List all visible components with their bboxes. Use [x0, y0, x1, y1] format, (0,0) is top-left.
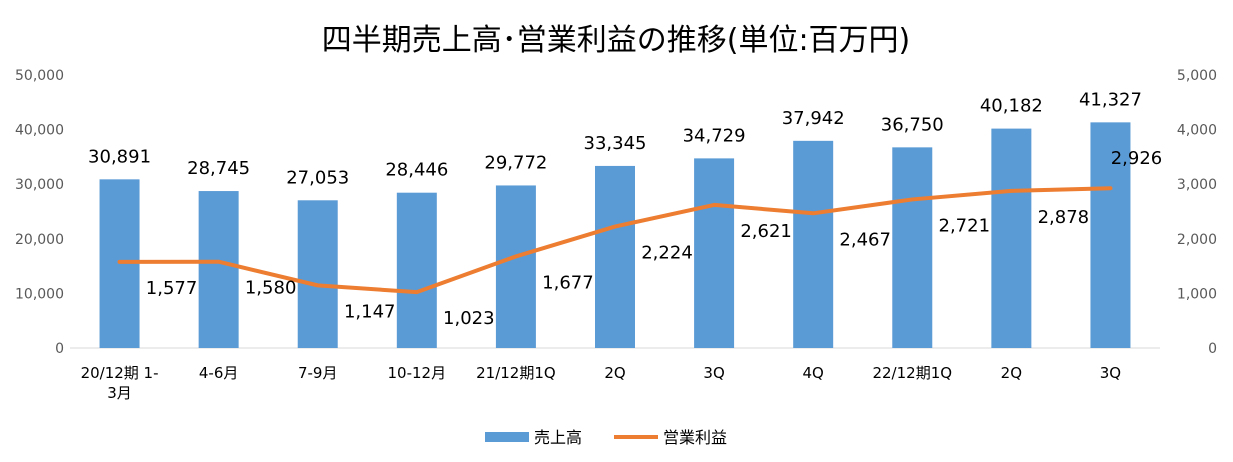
y-left-tick-label: 20,000 — [15, 232, 64, 248]
bar-data-label: 36,750 — [881, 114, 944, 135]
line-data-label: 2,878 — [1038, 207, 1090, 228]
x-tick-label: 7-9月 — [298, 364, 338, 382]
bar — [793, 140, 834, 348]
line-point — [1009, 189, 1013, 193]
line-point — [1108, 186, 1112, 190]
line-point — [910, 197, 914, 201]
x-tick-label: 21/12期1Q — [476, 364, 556, 382]
x-tick-label: 20/12期 1- — [81, 364, 159, 382]
y-right-tick-label: 2,000 — [1177, 232, 1217, 248]
bar-data-label: 28,745 — [187, 158, 250, 179]
bar-data-label: 33,345 — [584, 133, 647, 154]
bar-data-label: 29,772 — [484, 152, 547, 173]
line-point — [316, 283, 320, 287]
bar — [1090, 122, 1131, 348]
line-data-label: 2,621 — [740, 221, 792, 242]
bar — [495, 185, 536, 348]
line-data-label: 2,467 — [839, 229, 891, 250]
bar-data-label: 40,182 — [980, 96, 1043, 117]
bar-data-label: 34,729 — [683, 125, 746, 146]
axes: 0 10,000 20,000 30,000 40,000 50,000 0 1,000 2,0… — [15, 68, 1217, 402]
x-tick-label: 10-12月 — [388, 364, 447, 382]
y-right-tick-label: 4,000 — [1177, 123, 1217, 139]
data-labels: 30,891 28,745 27,053 28,446 29,772 33,345 34,7… — [88, 89, 1162, 329]
bar-data-label: 30,891 — [88, 146, 151, 167]
line-point — [613, 225, 617, 229]
y-left-tick-label: 30,000 — [15, 177, 64, 193]
x-tick-label: 4Q — [803, 364, 824, 382]
y-left-tick-label: 10,000 — [15, 286, 64, 302]
line-series — [117, 186, 1113, 295]
legend-swatch-sales — [485, 432, 529, 442]
line-point — [514, 254, 518, 258]
y-right-tick-label: 0 — [1208, 341, 1217, 357]
line-data-label: 1,577 — [146, 278, 198, 299]
line-point — [118, 260, 122, 264]
bar — [694, 158, 735, 348]
bar-data-label: 27,053 — [286, 167, 349, 188]
line-data-label: 2,926 — [1111, 148, 1163, 169]
line-data-label: 1,677 — [542, 272, 594, 293]
x-tick-label: 3月 — [107, 384, 132, 402]
bar-data-label: 41,327 — [1079, 89, 1142, 110]
x-tick-label: 2Q — [604, 364, 625, 382]
y-left-tick-label: 40,000 — [15, 123, 64, 139]
line-point — [415, 290, 419, 294]
legend: 売上高 営業利益 — [485, 428, 727, 447]
bar — [595, 165, 635, 348]
bar-data-label: 37,942 — [782, 108, 845, 129]
bar — [198, 191, 239, 348]
x-tick-label: 3Q — [1100, 364, 1121, 382]
line-point — [712, 203, 716, 207]
y-left-tick-label: 0 — [55, 341, 64, 357]
x-tick-label: 2Q — [1001, 364, 1022, 382]
line-data-label: 2,721 — [939, 215, 991, 236]
x-tick-label: 4-6月 — [199, 364, 239, 382]
x-tick-label: 22/12期1Q — [872, 364, 952, 382]
bar — [892, 147, 933, 348]
bar-data-label: 28,446 — [385, 160, 448, 181]
line-data-label: 1,147 — [344, 301, 396, 322]
line-data-label: 2,224 — [641, 243, 693, 264]
bar — [396, 192, 437, 348]
legend-label-sales: 売上高 — [534, 428, 582, 447]
bar — [991, 128, 1032, 348]
line-point — [811, 211, 815, 215]
chart-title: 四半期売上高･営業利益の推移(単位:百万円) — [322, 23, 911, 58]
line-point — [217, 260, 221, 264]
bar — [297, 200, 338, 348]
line-data-label: 1,023 — [443, 308, 495, 329]
y-right-tick-label: 5,000 — [1177, 68, 1217, 84]
y-left-tick-label: 50,000 — [15, 68, 64, 84]
line-data-label: 1,580 — [245, 278, 297, 299]
x-tick-label: 3Q — [703, 364, 724, 382]
y-right-tick-label: 3,000 — [1177, 177, 1217, 193]
y-right-tick-label: 1,000 — [1177, 286, 1217, 302]
legend-label-profit: 営業利益 — [663, 428, 727, 447]
